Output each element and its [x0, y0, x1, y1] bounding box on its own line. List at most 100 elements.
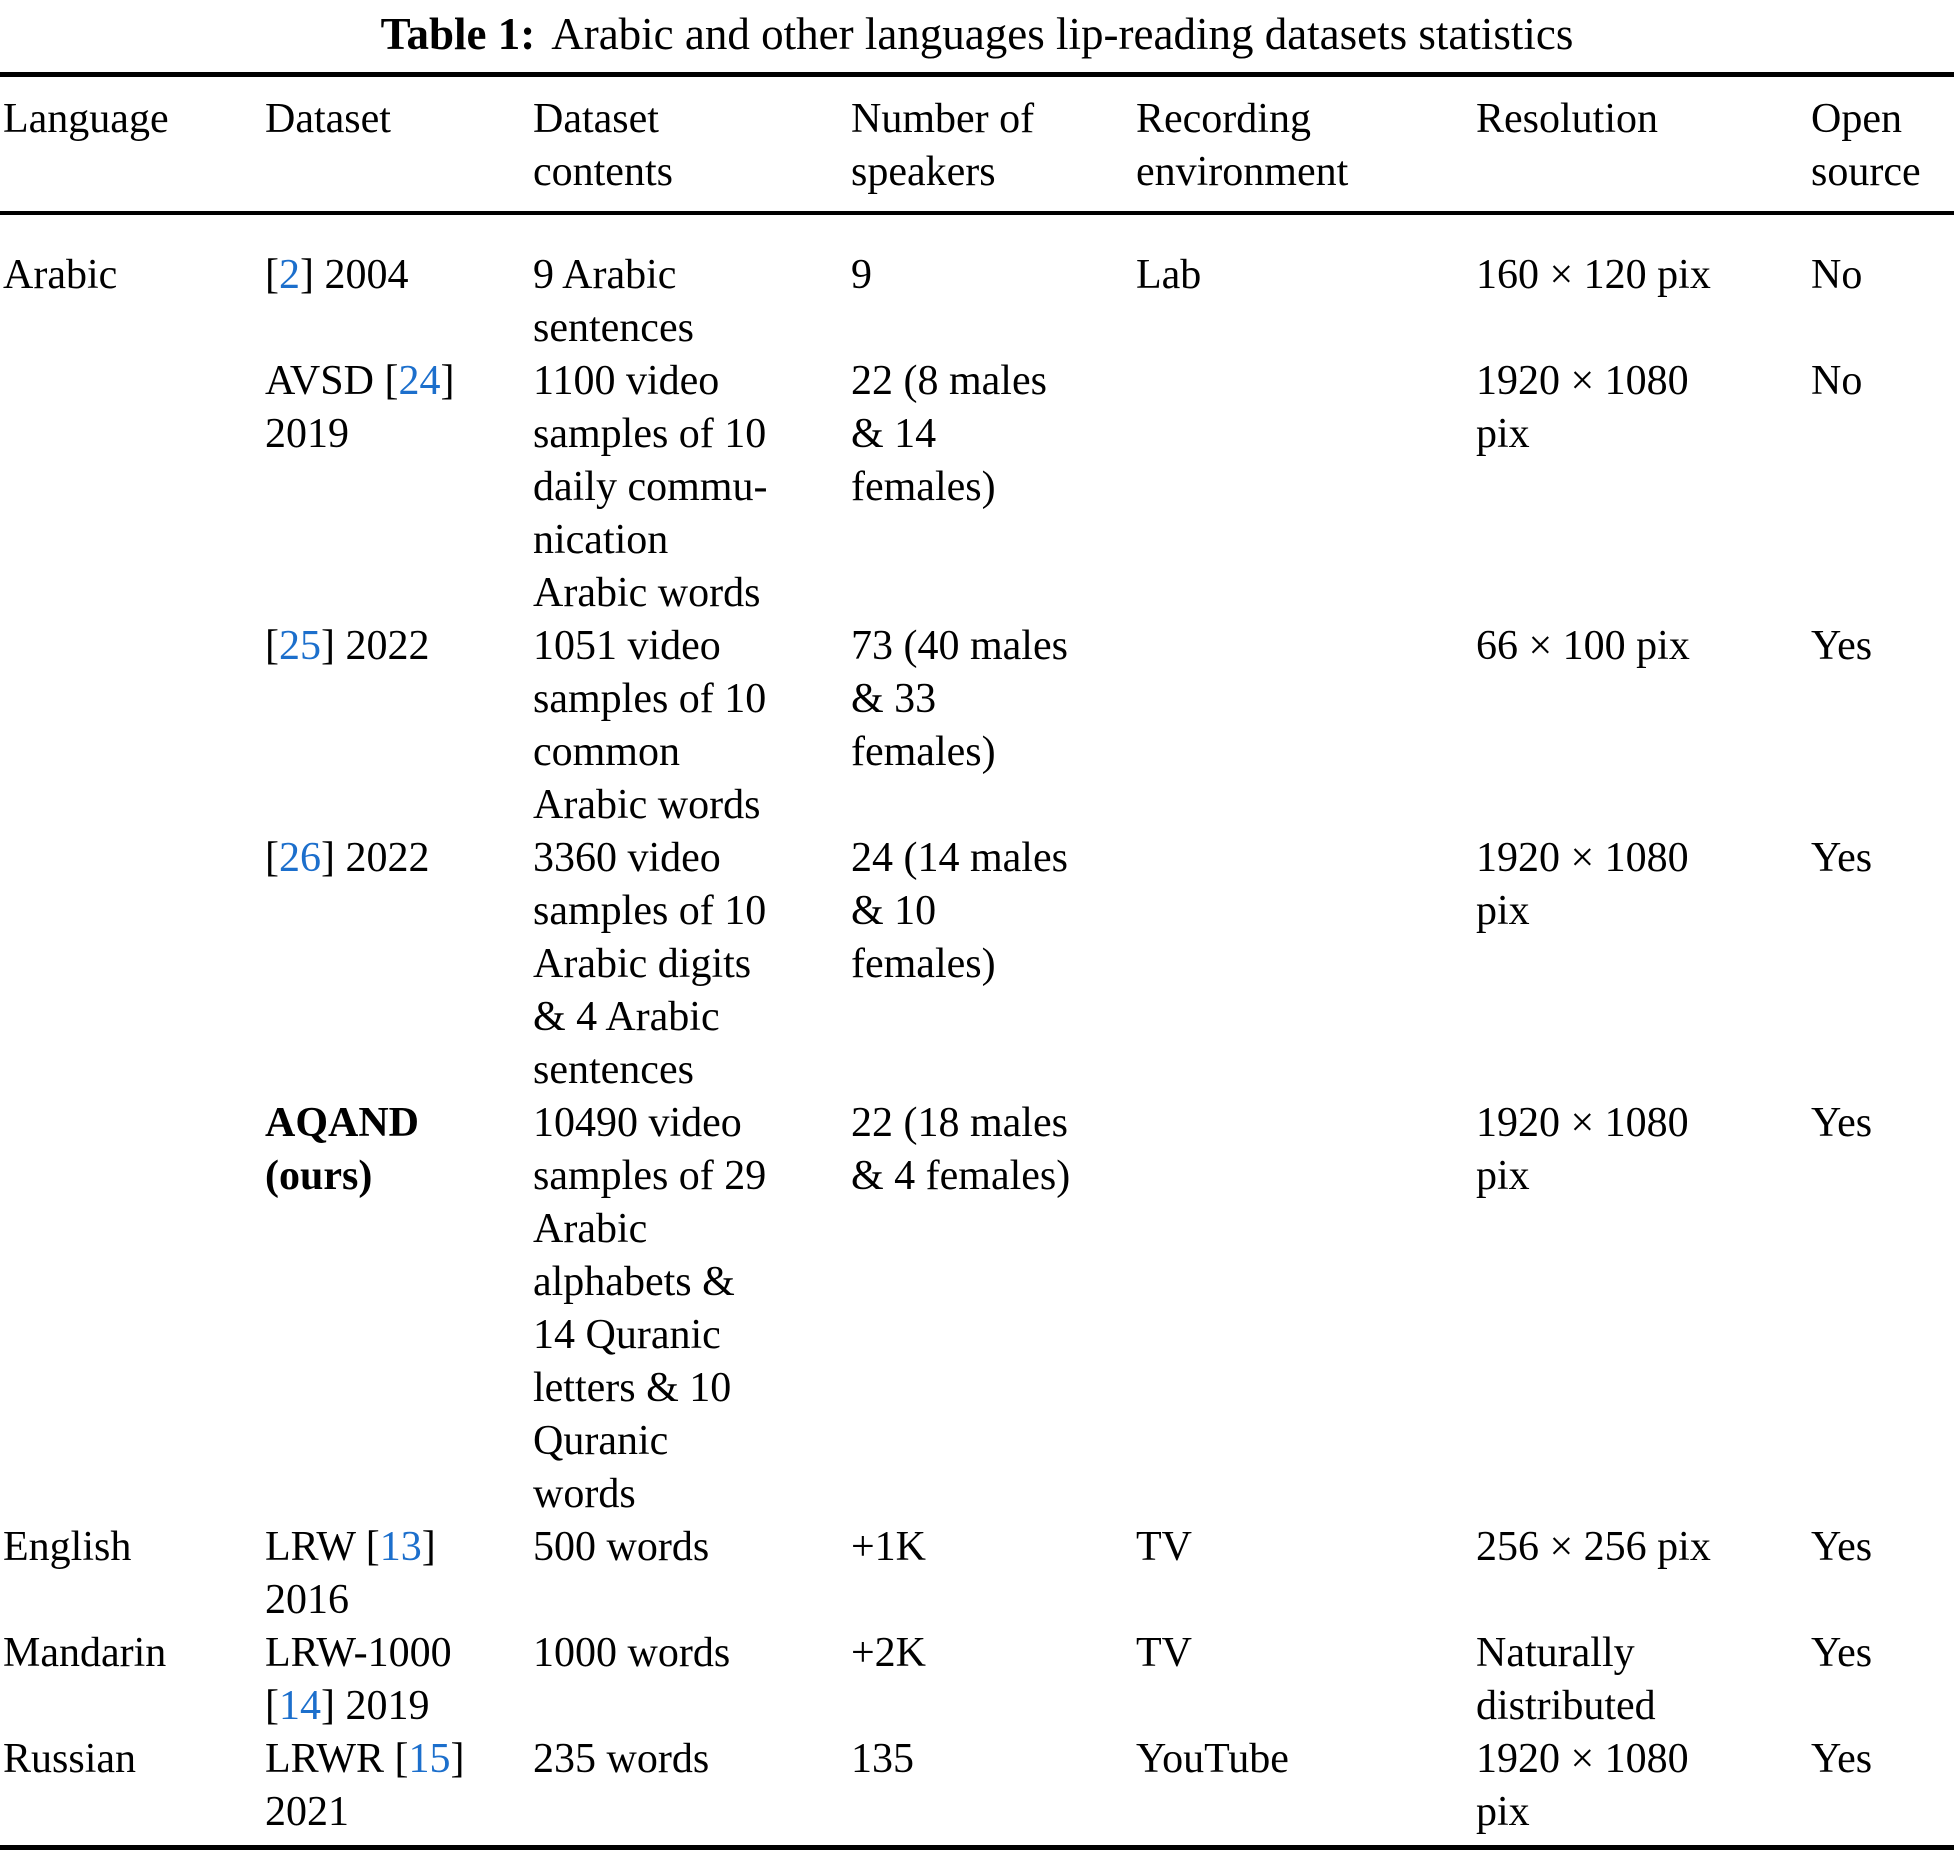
cell-text: 73 (40 males & 33 females)	[851, 623, 1068, 775]
citation-link[interactable]: 14	[279, 1683, 321, 1729]
cell-text: [	[265, 252, 279, 298]
table-row: AQAND (ours) 10490 video samples of 29 Ar…	[0, 1097, 1954, 1521]
cell-text: 9	[851, 252, 872, 298]
cell-text: 1920 × 1080 pix	[1476, 358, 1689, 457]
cell-text: 500 words	[533, 1524, 710, 1570]
citation-link[interactable]: 13	[379, 1524, 422, 1570]
cell-text: [	[265, 835, 279, 881]
table-caption-label: Table 1:	[380, 9, 536, 59]
table-cell: 22 (8 males & 14 females)	[851, 355, 1136, 620]
table-body: Arabic [2] 2004 9 Arabic sentences 9 Lab 160 …	[0, 213, 1954, 1848]
cell-text: 1051 video samples of 10 common Arabic w…	[533, 623, 767, 828]
table-cell: 24 (14 males & 10 females)	[851, 832, 1136, 1097]
cell-text: ] 2021	[265, 1736, 465, 1835]
citation-link[interactable]: 24	[398, 358, 441, 404]
citation-link[interactable]: 2	[279, 252, 300, 298]
cell-text: YouTube	[1136, 1736, 1289, 1782]
cell-text: Arabic	[3, 252, 118, 298]
table-cell: 10490 video samples of 29 Arabic alphabe…	[533, 1097, 851, 1521]
citation-link[interactable]: 26	[279, 835, 321, 881]
table-cell: +2K	[851, 1627, 1136, 1733]
table-cell: 500 words	[533, 1521, 851, 1627]
table-cell	[1136, 1097, 1476, 1521]
table-cell: 135	[851, 1733, 1136, 1848]
cell-text: English	[3, 1524, 132, 1570]
citation-link[interactable]: 25	[279, 623, 321, 669]
cell-text: ] 2016	[265, 1524, 436, 1623]
table-cell: 73 (40 males & 33 females)	[851, 620, 1136, 832]
table-caption-text: Arabic and other languages lip-reading d…	[551, 9, 1574, 59]
table-cell: 1920 × 1080 pix	[1476, 1733, 1811, 1848]
table-cell	[1136, 355, 1476, 620]
cell-text: AQAND (ours)	[265, 1100, 419, 1199]
cell-text: 1000 words	[533, 1630, 731, 1676]
cell-text: TV	[1136, 1524, 1192, 1570]
cell-text: LRW-1000 [	[265, 1630, 452, 1729]
cell-text: 235 words	[533, 1736, 710, 1782]
table-cell: LRWR [15] 2021	[265, 1733, 533, 1848]
cell-text: 3360 video samples of 10 Arabic digits &…	[533, 835, 767, 1093]
table-cell: TV	[1136, 1627, 1476, 1733]
table-cell: AVSD [24] 2019	[265, 355, 533, 620]
cell-text: ] 2004	[300, 252, 409, 298]
table-cell: Yes	[1811, 620, 1954, 832]
table-cell: 9 Arabic sentences	[533, 213, 851, 355]
cell-text: 10490 video samples of 29 Arabic alphabe…	[533, 1100, 767, 1517]
cell-text: LRW [	[265, 1524, 380, 1570]
table-cell: 256 × 256 pix	[1476, 1521, 1811, 1627]
cell-text: AVSD [	[265, 358, 399, 404]
table-row: AVSD [24] 2019 1100 video samples of 10 d…	[0, 355, 1954, 620]
column-header: Open source	[1811, 74, 1954, 215]
column-header: Dataset	[265, 74, 533, 215]
table-cell: 235 words	[533, 1733, 851, 1848]
citation-link[interactable]: 15	[408, 1736, 451, 1782]
table-cell: 1920 × 1080 pix	[1476, 1097, 1811, 1521]
column-header: Recording environment	[1136, 74, 1476, 215]
table-cell: Yes	[1811, 1521, 1954, 1627]
cell-text: 1920 × 1080 pix	[1476, 1736, 1689, 1835]
table-cell: English	[0, 1521, 265, 1627]
cell-text: Yes	[1811, 1524, 1873, 1570]
cell-text: ] 2022	[321, 623, 430, 669]
cell-text: Yes	[1811, 1100, 1873, 1146]
cell-text: ] 2022	[321, 835, 430, 881]
table-cell: [26] 2022	[265, 832, 533, 1097]
cell-text: 256 × 256 pix	[1476, 1524, 1711, 1570]
table-cell: Mandarin	[0, 1627, 265, 1733]
cell-text: Mandarin	[3, 1630, 167, 1676]
table-cell: Yes	[1811, 832, 1954, 1097]
table-cell: Yes	[1811, 1627, 1954, 1733]
cell-text: Yes	[1811, 1736, 1873, 1782]
cell-text: 66 × 100 pix	[1476, 623, 1690, 669]
table-cell: 9	[851, 213, 1136, 355]
cell-text: LRWR [	[265, 1736, 409, 1782]
cell-text: TV	[1136, 1630, 1192, 1676]
table-cell: [2] 2004	[265, 213, 533, 355]
table-row: English LRW [13] 2016 500 words +1K TV 256 × …	[0, 1521, 1954, 1627]
column-header: Resolution	[1476, 74, 1811, 215]
cell-text: No	[1811, 252, 1863, 298]
table-cell: 1920 × 1080 pix	[1476, 832, 1811, 1097]
table-cell	[0, 620, 265, 832]
column-header: Language	[0, 74, 265, 215]
table-cell: 3360 video samples of 10 Arabic digits &…	[533, 832, 851, 1097]
table-cell: [25] 2022	[265, 620, 533, 832]
table-cell: 1000 words	[533, 1627, 851, 1733]
cell-text: Yes	[1811, 835, 1873, 881]
cell-text: Lab	[1136, 252, 1202, 298]
cell-text: 1920 × 1080 pix	[1476, 1100, 1689, 1199]
cell-text: 1100 video samples of 10 daily commu- ni…	[533, 358, 768, 616]
column-header: Number of speakers	[851, 74, 1136, 215]
table-cell: TV	[1136, 1521, 1476, 1627]
table-cell: 160 × 120 pix	[1476, 213, 1811, 355]
cell-text: 22 (8 males & 14 females)	[851, 358, 1047, 510]
cell-text: 1920 × 1080 pix	[1476, 835, 1689, 934]
column-header: Dataset contents	[533, 74, 851, 215]
cell-text: Naturally distributed	[1476, 1630, 1656, 1729]
cell-text: 22 (18 males & 4 females)	[851, 1100, 1071, 1199]
table-cell: Naturally distributed	[1476, 1627, 1811, 1733]
table-row: [26] 2022 3360 video samples of 10 Arabic…	[0, 832, 1954, 1097]
table-row: Mandarin LRW-1000 [14] 2019 1000 words +2K T…	[0, 1627, 1954, 1733]
table-cell: Arabic	[0, 213, 265, 355]
table-row: [25] 2022 1051 video samples of 10 common…	[0, 620, 1954, 832]
